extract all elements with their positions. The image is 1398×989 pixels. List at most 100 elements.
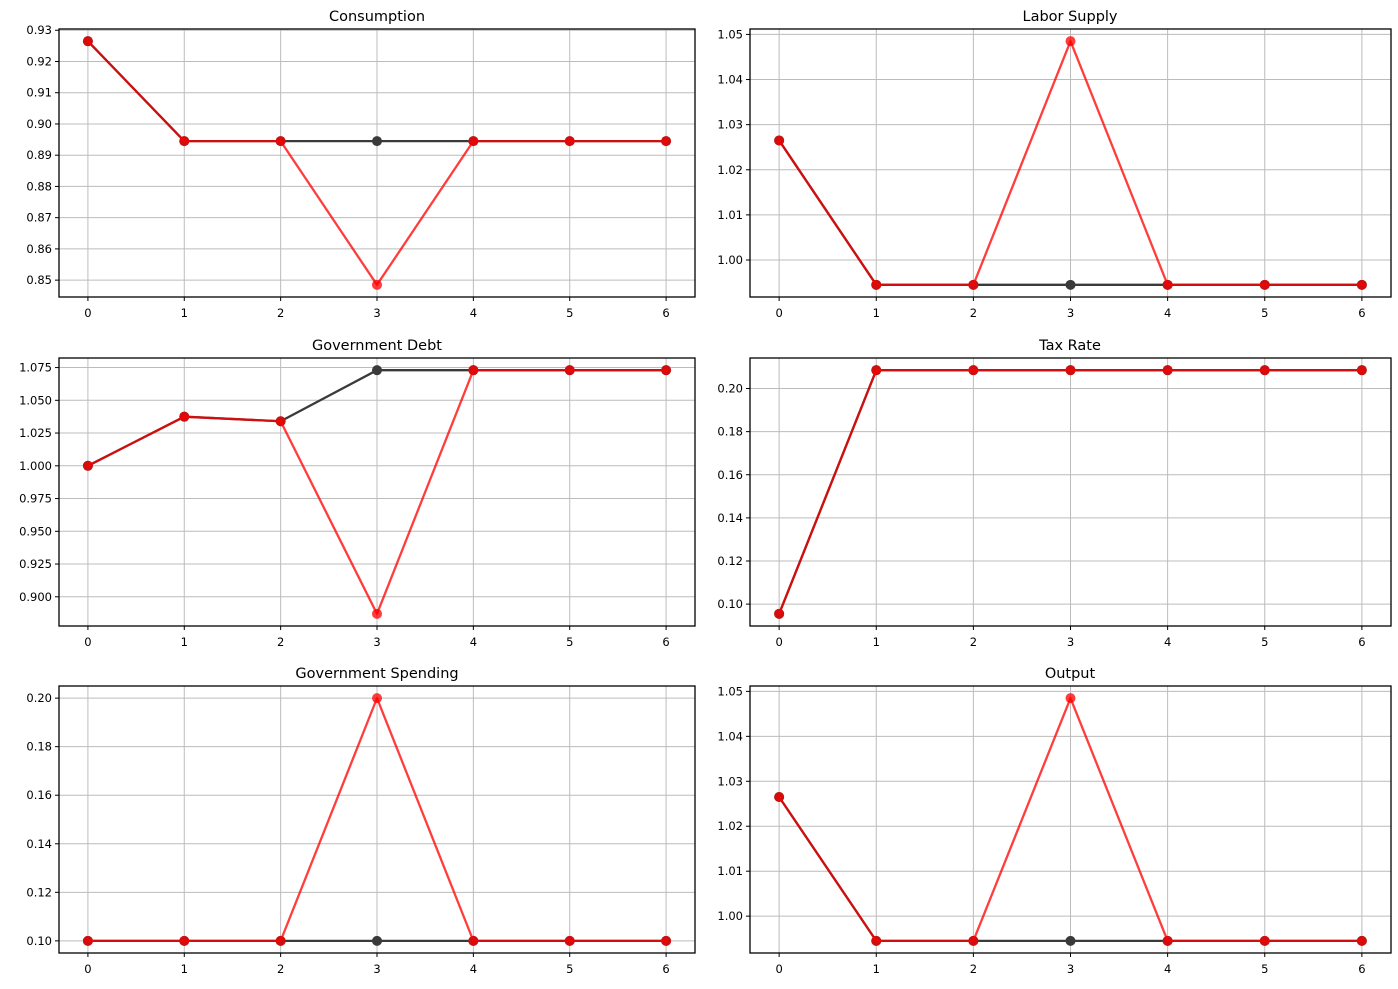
x-tick-label: 3 bbox=[1067, 635, 1074, 649]
grid-lines bbox=[750, 358, 1391, 626]
government-spending-plot-canvas: 0.10 0.12 0.14 0.16 0.18 0.20 0 1 2 3 4 5 6 Governmen… bbox=[26, 666, 696, 976]
chart-title: Labor Supply bbox=[1022, 9, 1117, 25]
y-tick-label: 1.04 bbox=[717, 73, 743, 87]
y-tick-label: 0.12 bbox=[717, 554, 743, 568]
red-data-point-marker bbox=[871, 935, 882, 946]
y-tick-label: 0.91 bbox=[26, 86, 52, 100]
red-data-point-marker bbox=[774, 608, 785, 619]
x-tick-label: 5 bbox=[566, 635, 573, 649]
x-tick-label: 0 bbox=[775, 306, 782, 320]
y-tick-label: 1.04 bbox=[717, 729, 743, 743]
axis-tick-labels: 0.10 0.12 0.14 0.16 0.18 0.20 0 1 2 3 4 5 6 bbox=[717, 382, 1365, 649]
y-tick-label: 1.02 bbox=[717, 163, 743, 177]
y-tick-label: 0.975 bbox=[19, 492, 52, 506]
subplot-tax-rate: 0.10 0.12 0.14 0.16 0.18 0.20 0 1 2 3 4 5 6 Tax Rate bbox=[699, 330, 1398, 660]
x-tick-label: 3 bbox=[373, 962, 380, 976]
x-tick-label: 6 bbox=[1358, 635, 1365, 649]
y-tick-label: 0.92 bbox=[26, 54, 52, 68]
red-data-point-marker bbox=[1162, 279, 1173, 290]
red-data-point-marker bbox=[468, 365, 479, 376]
x-tick-label: 2 bbox=[277, 635, 284, 649]
x-tick-label: 1 bbox=[181, 962, 188, 976]
black-data-point-marker bbox=[1065, 279, 1076, 290]
x-tick-label: 3 bbox=[373, 635, 380, 649]
red-data-point-marker bbox=[661, 136, 672, 147]
red-data-point-marker bbox=[372, 608, 382, 619]
axis-tick-labels: 0.900 0.925 0.950 0.975 1.000 1.025 1.050 1.075… bbox=[19, 361, 670, 649]
y-tick-label: 1.000 bbox=[19, 459, 52, 473]
x-tick-label: 3 bbox=[1067, 306, 1074, 320]
y-tick-label: 0.900 bbox=[19, 590, 52, 604]
y-tick-label: 1.050 bbox=[19, 393, 52, 407]
axes-frame bbox=[749, 357, 1392, 627]
red-data-point-marker bbox=[661, 935, 672, 946]
x-tick-label: 6 bbox=[662, 635, 669, 649]
x-tick-label: 4 bbox=[1164, 306, 1171, 320]
red-data-point-marker bbox=[564, 365, 575, 376]
x-tick-label: 4 bbox=[470, 635, 477, 649]
red-data-point-marker bbox=[372, 279, 382, 290]
x-tick-label: 1 bbox=[873, 635, 880, 649]
y-tick-label: 0.93 bbox=[26, 23, 52, 37]
axis-tick-labels: 0.10 0.12 0.14 0.16 0.18 0.20 0 1 2 3 4 5 6 bbox=[26, 691, 669, 976]
y-tick-label: 0.925 bbox=[19, 557, 52, 571]
x-tick-label: 0 bbox=[775, 635, 782, 649]
subplot-consumption: 0.85 0.86 0.87 0.88 0.89 0.90 0.91 0.92 0.93 0 1 2 3… bbox=[0, 0, 699, 330]
y-tick-label: 1.03 bbox=[717, 118, 743, 132]
axis-ticks bbox=[746, 690, 1363, 957]
axis-ticks bbox=[55, 697, 667, 957]
y-tick-label: 0.88 bbox=[26, 179, 52, 193]
axes-frame bbox=[749, 28, 1392, 298]
black-data-point-marker bbox=[1065, 935, 1076, 946]
y-tick-label: 0.89 bbox=[26, 148, 52, 162]
x-tick-label: 5 bbox=[566, 306, 573, 320]
x-tick-label: 3 bbox=[1067, 962, 1074, 976]
y-tick-label: 0.14 bbox=[26, 837, 52, 851]
grid-lines bbox=[59, 686, 695, 953]
y-tick-label: 0.20 bbox=[26, 691, 52, 705]
y-tick-label: 0.12 bbox=[26, 885, 52, 899]
red-data-point-marker bbox=[179, 411, 190, 422]
x-tick-label: 0 bbox=[84, 962, 91, 976]
axis-ticks bbox=[746, 33, 1363, 301]
x-tick-label: 3 bbox=[373, 306, 380, 320]
y-tick-label: 0.85 bbox=[26, 273, 52, 287]
red-series bbox=[82, 365, 672, 619]
red-data-point-marker bbox=[1259, 279, 1270, 290]
red-data-point-marker bbox=[871, 279, 882, 290]
red-data-point-marker bbox=[275, 416, 286, 427]
labor-supply-plot-canvas: 1.00 1.01 1.02 1.03 1.04 1.05 0 1 2 3 4 5 6 Labor Sup… bbox=[717, 9, 1392, 320]
y-tick-label: 1.075 bbox=[19, 361, 52, 375]
y-tick-label: 0.90 bbox=[26, 117, 52, 131]
y-tick-label: 0.10 bbox=[26, 934, 52, 948]
x-tick-label: 2 bbox=[277, 962, 284, 976]
red-data-point-marker bbox=[1162, 365, 1173, 376]
x-tick-label: 1 bbox=[181, 306, 188, 320]
red-data-point-marker bbox=[468, 935, 479, 946]
black-data-point-marker bbox=[372, 935, 382, 946]
x-tick-label: 0 bbox=[775, 962, 782, 976]
y-tick-label: 0.20 bbox=[717, 382, 743, 396]
axis-tick-labels: 0.85 0.86 0.87 0.88 0.89 0.90 0.91 0.92 0.93 0 1 2 3… bbox=[26, 23, 669, 320]
axis-tick-labels: 1.00 1.01 1.02 1.03 1.04 1.05 0 1 2 3 4 5 6 bbox=[717, 684, 1365, 976]
y-tick-label: 1.00 bbox=[717, 253, 743, 267]
red-data-point-marker bbox=[968, 935, 979, 946]
x-tick-label: 1 bbox=[181, 635, 188, 649]
y-tick-label: 0.86 bbox=[26, 242, 52, 256]
red-data-point-marker bbox=[968, 365, 979, 376]
red-data-point-marker bbox=[968, 279, 979, 290]
subplot-labor-supply: 1.00 1.01 1.02 1.03 1.04 1.05 0 1 2 3 4 5 6 Labor Sup… bbox=[699, 0, 1398, 330]
y-tick-label: 1.05 bbox=[717, 684, 743, 698]
axis-ticks bbox=[55, 367, 667, 630]
subplot-output: 1.00 1.01 1.02 1.03 1.04 1.05 0 1 2 3 4 5 6 Output bbox=[699, 660, 1398, 989]
red-series bbox=[774, 36, 1367, 290]
y-tick-label: 0.16 bbox=[26, 788, 52, 802]
tax-rate-plot-canvas: 0.10 0.12 0.14 0.16 0.18 0.20 0 1 2 3 4 5 6 Tax Rate bbox=[717, 338, 1392, 649]
red-data-point-marker bbox=[1259, 365, 1270, 376]
consumption-plot-canvas: 0.85 0.86 0.87 0.88 0.89 0.90 0.91 0.92 0.93 0 1 2 3… bbox=[26, 9, 696, 320]
x-tick-label: 5 bbox=[1261, 962, 1268, 976]
red-data-point-marker bbox=[82, 36, 93, 47]
axes-frame bbox=[58, 685, 696, 954]
axis-ticks bbox=[746, 388, 1363, 630]
x-tick-label: 4 bbox=[1164, 635, 1171, 649]
